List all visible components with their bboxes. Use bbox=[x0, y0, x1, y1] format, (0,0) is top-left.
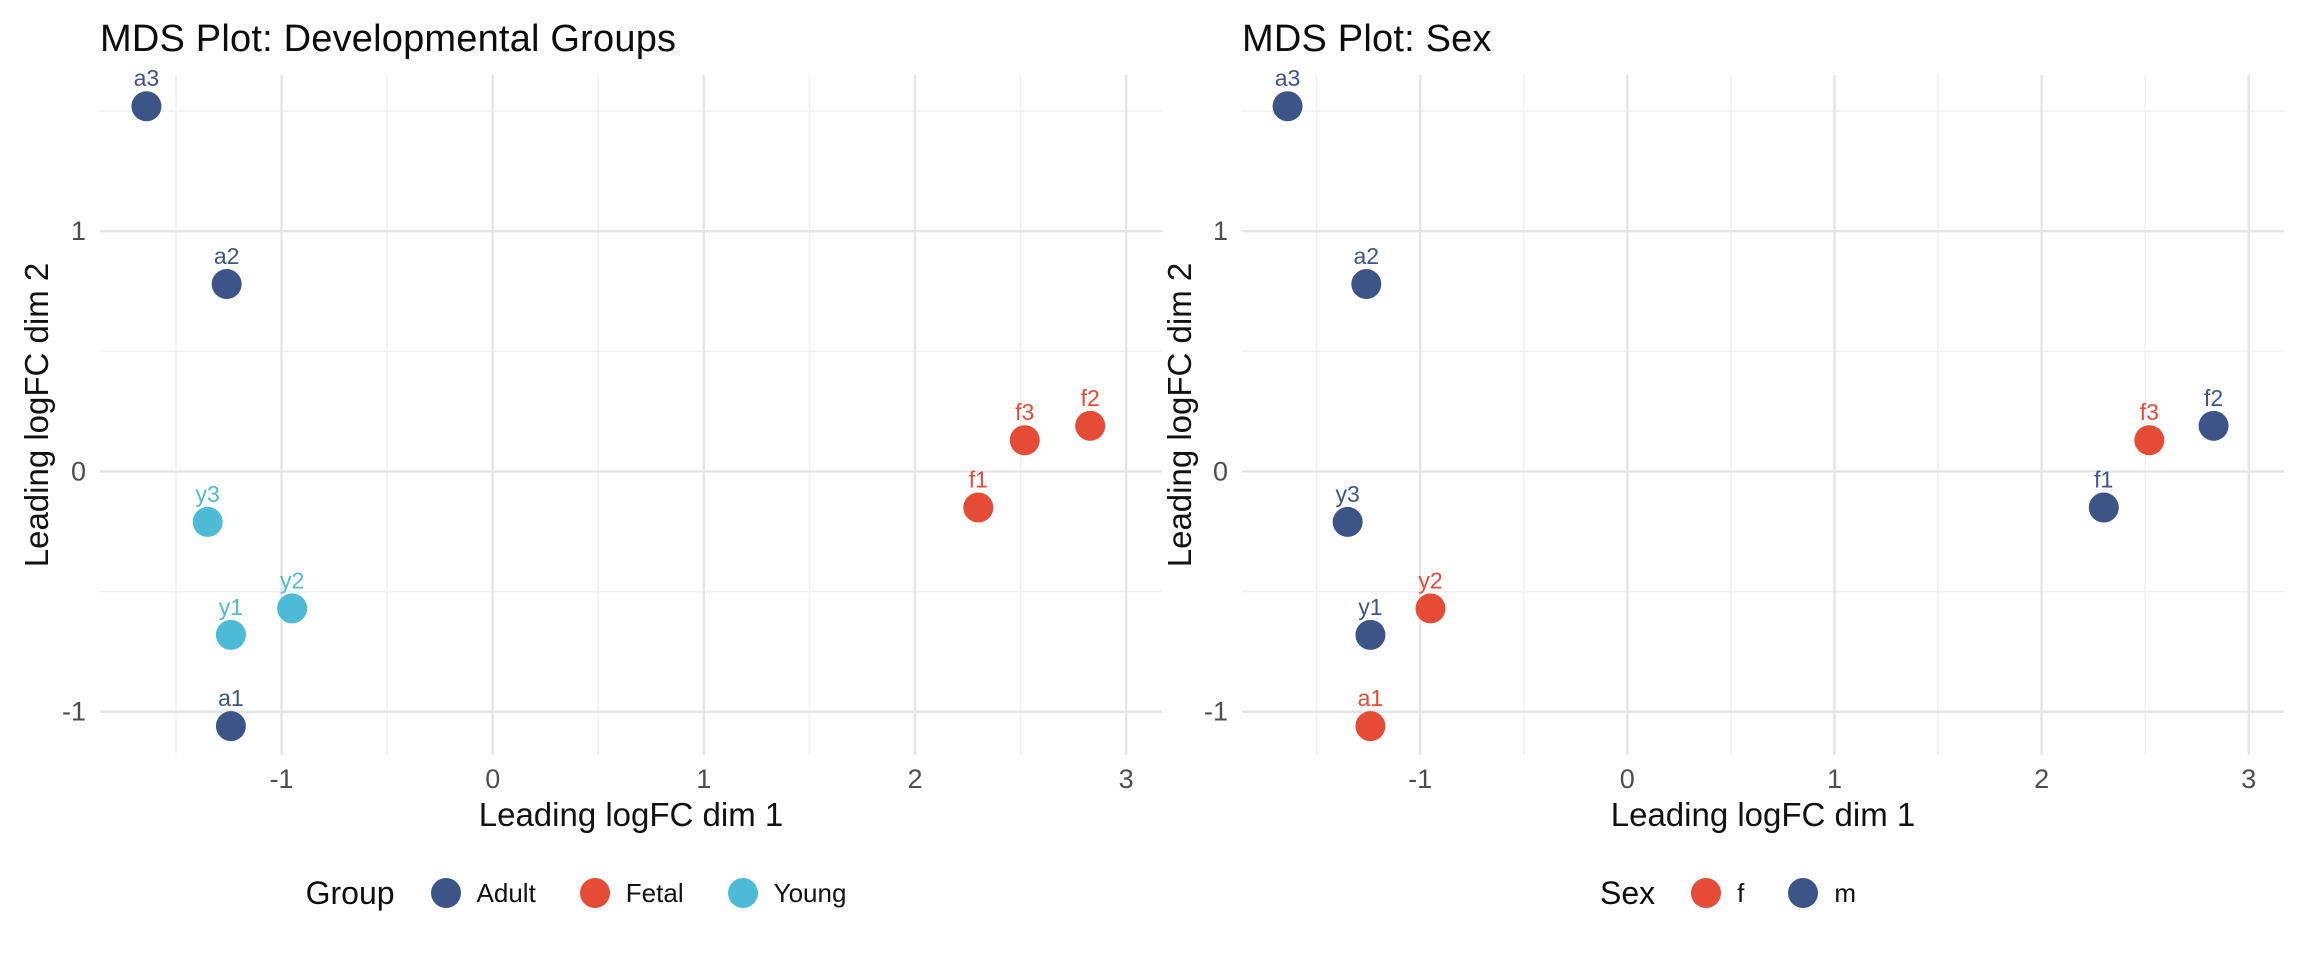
point-label-y2: y2 bbox=[280, 567, 304, 593]
legend-item-label: f bbox=[1737, 877, 1745, 908]
point-label-y2: y2 bbox=[1418, 567, 1442, 593]
point-label-f2: f2 bbox=[2204, 385, 2223, 411]
x-tick-label: -1 bbox=[270, 764, 294, 794]
point-label-a1: a1 bbox=[218, 685, 244, 711]
point-label-a2: a2 bbox=[1353, 243, 1379, 269]
data-point-f1 bbox=[963, 492, 994, 523]
data-point-y3 bbox=[1332, 506, 1363, 537]
legend-dot-icon bbox=[1691, 878, 1722, 908]
y-tick-label: 0 bbox=[1213, 456, 1228, 486]
data-point-f2 bbox=[1075, 410, 1106, 441]
data-point-f2 bbox=[2198, 410, 2229, 441]
data-point-y3 bbox=[192, 506, 223, 537]
data-point-a1 bbox=[1355, 711, 1386, 742]
legend-title-sex: Sex bbox=[1599, 874, 1656, 911]
legend-entries-group: Adult Fetal Young bbox=[430, 877, 847, 909]
legend-dot-icon bbox=[1788, 878, 1819, 908]
y-tick-label: 1 bbox=[1213, 216, 1228, 246]
legend-item-label: m bbox=[1834, 877, 1857, 908]
x-tick-label: -1 bbox=[1408, 764, 1432, 794]
legend-item-Young: Young bbox=[727, 877, 847, 909]
point-label-f3: f3 bbox=[1015, 399, 1034, 425]
x-tick-label: 1 bbox=[696, 764, 711, 794]
x-tick-label: 0 bbox=[485, 764, 500, 794]
legend-title-group: Group bbox=[305, 874, 395, 911]
y-tick-label: -1 bbox=[1204, 697, 1228, 727]
panel-0: -1 0 1 2 3 -1 0 1 a3 a2 a1 f1 f3 f2 y3 y2 y1 bbox=[62, 65, 1162, 794]
y-axis-title-left: Leading logFC dim 2 bbox=[18, 262, 55, 568]
point-label-y3: y3 bbox=[196, 481, 220, 507]
legend-item-Fetal: Fetal bbox=[579, 877, 684, 909]
data-point-f3 bbox=[2134, 425, 2165, 456]
data-point-f3 bbox=[1009, 425, 1040, 456]
point-label-a3: a3 bbox=[134, 65, 160, 91]
legend-item-Adult: Adult bbox=[430, 877, 536, 909]
y-tick-label: 0 bbox=[71, 456, 86, 486]
data-point-y2 bbox=[277, 593, 308, 624]
data-point-f1 bbox=[2088, 492, 2119, 523]
y-axis-title-right: Leading logFC dim 2 bbox=[1161, 262, 1198, 568]
legend-item-label: Fetal bbox=[625, 877, 684, 908]
legend-item-f: f bbox=[1691, 878, 1744, 909]
x-axis-title-left: Leading logFC dim 1 bbox=[478, 796, 784, 833]
x-tick-label: 1 bbox=[1827, 764, 1842, 794]
y-tick-label: -1 bbox=[62, 697, 86, 727]
data-point-a1 bbox=[215, 711, 246, 742]
x-tick-label: 2 bbox=[907, 764, 922, 794]
data-point-a2 bbox=[1351, 269, 1382, 300]
x-tick-label: 0 bbox=[1620, 764, 1635, 794]
panel-1: -1 0 1 2 3 -1 0 1 a1 y2 f3 a3 a2 y3 y1 f1 f2 bbox=[1204, 65, 2284, 794]
data-point-y2 bbox=[1415, 593, 1446, 624]
point-label-f2: f2 bbox=[1081, 385, 1100, 411]
plot-title-groups: MDS Plot: Developmental Groups bbox=[100, 18, 677, 60]
x-axis-title-right: Leading logFC dim 1 bbox=[1610, 796, 1916, 833]
point-label-a1: a1 bbox=[1358, 685, 1384, 711]
data-point-y1 bbox=[1355, 619, 1386, 650]
data-point-y1 bbox=[215, 619, 246, 650]
x-tick-label: 2 bbox=[2034, 764, 2049, 794]
legend-dot-icon bbox=[727, 878, 758, 908]
legend-item-m: m bbox=[1788, 878, 1856, 909]
plot-title-sex: MDS Plot: Sex bbox=[1242, 18, 1492, 60]
point-label-f1: f1 bbox=[969, 467, 988, 493]
point-label-f3: f3 bbox=[2140, 399, 2159, 425]
x-tick-label: 3 bbox=[2241, 764, 2256, 794]
legend-item-label: Young bbox=[773, 877, 847, 908]
legend-dot-icon bbox=[430, 878, 461, 908]
data-point-a3 bbox=[131, 91, 162, 122]
legend-group: Group Adult Fetal Young bbox=[0, 862, 1152, 924]
point-label-y3: y3 bbox=[1336, 481, 1360, 507]
point-label-a3: a3 bbox=[1275, 65, 1301, 91]
y-tick-label: 1 bbox=[71, 216, 86, 246]
point-label-y1: y1 bbox=[1358, 594, 1382, 620]
data-point-a2 bbox=[211, 269, 242, 300]
x-tick-label: 3 bbox=[1119, 764, 1134, 794]
point-label-a2: a2 bbox=[214, 243, 240, 269]
legend-dot-icon bbox=[579, 878, 610, 908]
legend-item-label: Adult bbox=[476, 877, 536, 908]
point-label-f1: f1 bbox=[2094, 467, 2113, 493]
point-label-y1: y1 bbox=[219, 594, 243, 620]
data-point-a3 bbox=[1272, 91, 1303, 122]
